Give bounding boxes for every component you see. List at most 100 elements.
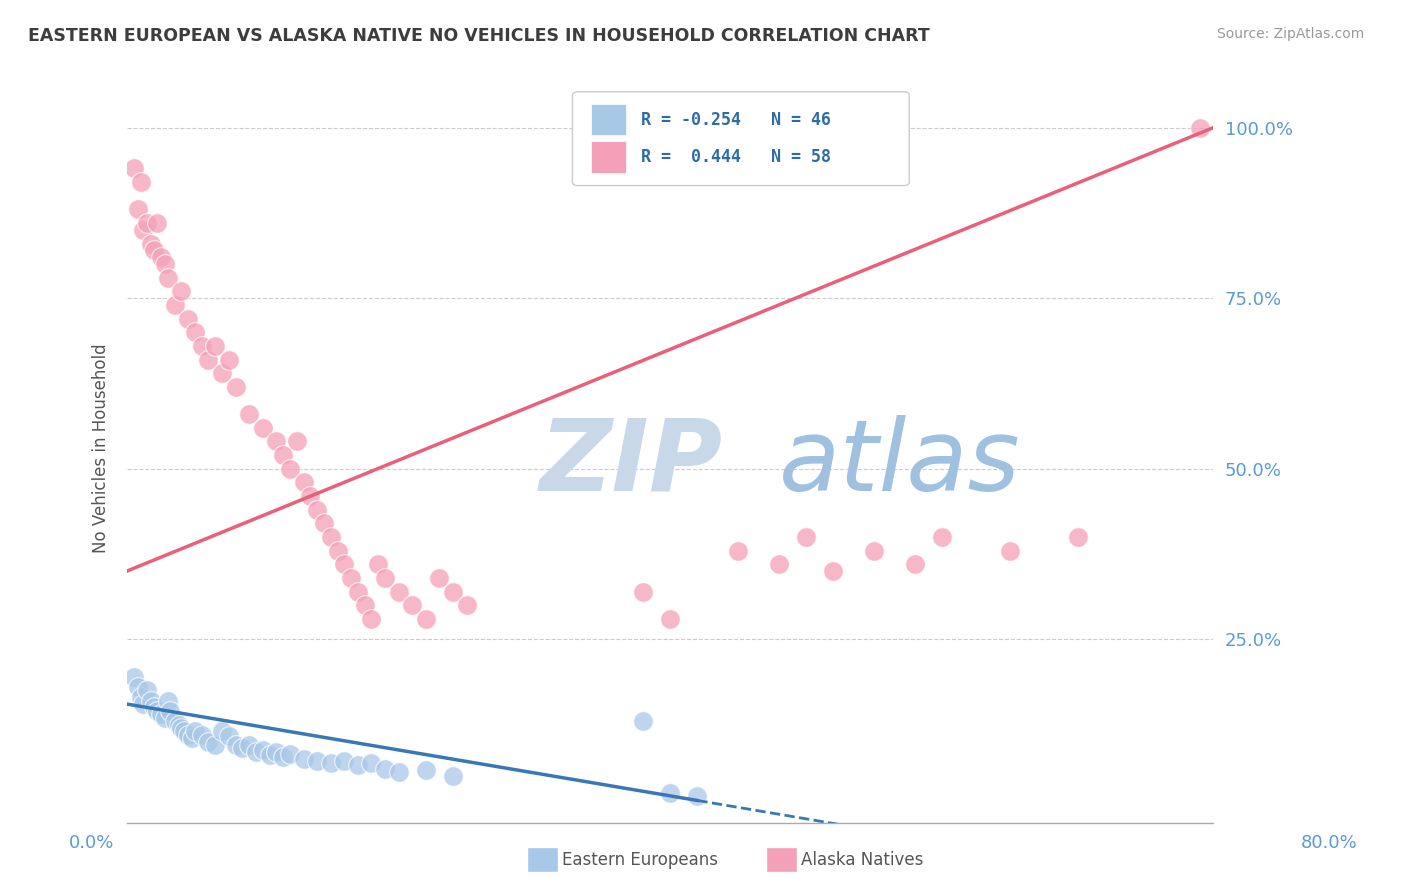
Point	[727, 543, 749, 558]
Point	[374, 762, 396, 776]
Point	[129, 175, 152, 189]
Point	[136, 216, 159, 230]
Point	[156, 694, 179, 708]
Point	[143, 244, 166, 258]
Point	[122, 161, 145, 176]
Text: atlas: atlas	[779, 415, 1021, 512]
Point	[181, 731, 204, 746]
Point	[931, 530, 953, 544]
Point	[998, 543, 1021, 558]
Point	[218, 729, 240, 743]
Point	[146, 704, 169, 718]
Point	[218, 352, 240, 367]
Point	[823, 564, 845, 578]
Point	[177, 728, 200, 742]
Text: 80.0%: 80.0%	[1301, 834, 1357, 852]
Point	[631, 584, 654, 599]
Point	[326, 543, 349, 558]
Point	[768, 558, 790, 572]
Point	[353, 598, 375, 612]
Point	[904, 558, 927, 572]
Point	[163, 298, 186, 312]
Point	[1066, 530, 1088, 544]
Point	[307, 502, 329, 516]
Point	[266, 434, 288, 449]
Point	[252, 421, 274, 435]
Point	[149, 707, 172, 722]
Point	[278, 461, 301, 475]
Point	[146, 216, 169, 230]
Text: Alaska Natives: Alaska Natives	[801, 851, 924, 869]
Point	[401, 598, 423, 612]
Point	[441, 584, 464, 599]
Point	[127, 202, 149, 217]
Point	[231, 741, 253, 756]
Point	[170, 721, 193, 735]
Point	[238, 407, 260, 421]
Point	[292, 475, 315, 490]
Point	[153, 711, 176, 725]
Point	[163, 714, 186, 728]
Text: R = -0.254   N = 46: R = -0.254 N = 46	[641, 111, 831, 128]
Point	[204, 738, 226, 752]
Point	[245, 745, 267, 759]
Point	[388, 765, 411, 780]
Point	[299, 489, 322, 503]
Point	[794, 530, 817, 544]
Point	[340, 571, 363, 585]
Point	[1188, 120, 1211, 135]
Point	[659, 786, 682, 800]
Point	[631, 714, 654, 728]
Point	[132, 697, 155, 711]
Text: Eastern Europeans: Eastern Europeans	[562, 851, 718, 869]
Point	[333, 754, 356, 768]
Point	[686, 789, 709, 804]
Point	[136, 683, 159, 698]
Point	[184, 325, 207, 339]
Y-axis label: No Vehicles in Household: No Vehicles in Household	[93, 343, 110, 553]
Point	[415, 764, 437, 778]
FancyBboxPatch shape	[591, 103, 626, 136]
Point	[319, 530, 342, 544]
Point	[190, 339, 212, 353]
Text: R =  0.444   N = 58: R = 0.444 N = 58	[641, 148, 831, 166]
Text: EASTERN EUROPEAN VS ALASKA NATIVE NO VEHICLES IN HOUSEHOLD CORRELATION CHART: EASTERN EUROPEAN VS ALASKA NATIVE NO VEH…	[28, 27, 929, 45]
Point	[252, 743, 274, 757]
Point	[170, 285, 193, 299]
Point	[427, 571, 450, 585]
Point	[127, 680, 149, 694]
Point	[863, 543, 886, 558]
Point	[122, 670, 145, 684]
Point	[225, 738, 247, 752]
Point	[143, 700, 166, 714]
Point	[141, 694, 163, 708]
Point	[360, 612, 382, 626]
Point	[271, 448, 294, 462]
Point	[415, 612, 437, 626]
Point	[190, 728, 212, 742]
Point	[129, 690, 152, 705]
Point	[141, 236, 163, 251]
FancyBboxPatch shape	[591, 141, 626, 173]
Text: Source: ZipAtlas.com: Source: ZipAtlas.com	[1216, 27, 1364, 41]
Point	[271, 749, 294, 764]
Point	[347, 584, 370, 599]
Text: 0.0%: 0.0%	[69, 834, 114, 852]
Point	[259, 748, 281, 763]
Point	[211, 366, 233, 380]
Point	[266, 745, 288, 759]
Point	[197, 734, 219, 748]
Point	[333, 558, 356, 572]
Point	[307, 754, 329, 768]
Point	[347, 758, 370, 772]
Point	[159, 704, 181, 718]
Point	[441, 769, 464, 783]
Point	[156, 270, 179, 285]
Point	[360, 756, 382, 771]
Point	[184, 724, 207, 739]
Point	[211, 724, 233, 739]
Point	[367, 558, 389, 572]
Point	[456, 598, 478, 612]
Point	[319, 756, 342, 771]
Point	[278, 747, 301, 761]
